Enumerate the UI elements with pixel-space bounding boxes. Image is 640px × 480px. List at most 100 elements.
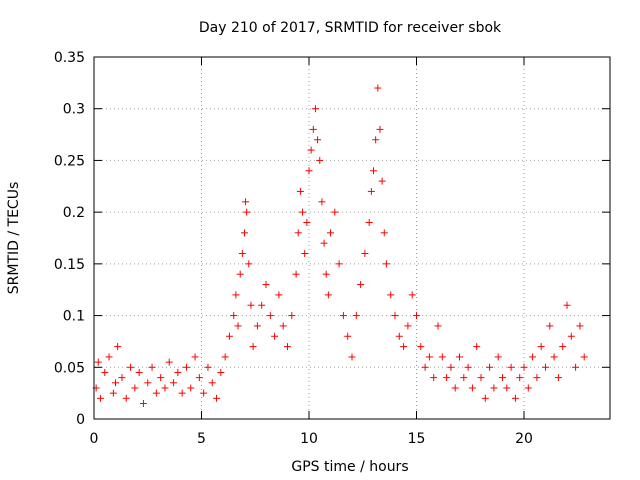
data-point bbox=[301, 250, 309, 258]
data-point bbox=[494, 353, 502, 361]
x-axis-label: GPS time / hours bbox=[291, 459, 408, 475]
data-point bbox=[542, 363, 549, 371]
x-tick-label: 5 bbox=[197, 431, 206, 447]
data-point bbox=[96, 394, 104, 402]
data-point bbox=[318, 198, 326, 206]
data-point bbox=[344, 332, 352, 340]
y-tick-label: 0.3 bbox=[63, 102, 85, 118]
data-point bbox=[182, 363, 190, 371]
data-point bbox=[271, 332, 279, 340]
data-point bbox=[567, 332, 575, 340]
data-point bbox=[307, 146, 315, 154]
data-point bbox=[554, 374, 562, 382]
data-point bbox=[322, 270, 330, 278]
data-point bbox=[516, 374, 524, 382]
data-point bbox=[546, 322, 554, 330]
data-points bbox=[92, 84, 588, 407]
data-point bbox=[408, 291, 416, 299]
data-point bbox=[456, 353, 463, 361]
data-point bbox=[507, 363, 515, 371]
data-point bbox=[195, 374, 203, 382]
data-point bbox=[170, 379, 178, 387]
data-point bbox=[105, 353, 113, 361]
data-point bbox=[157, 374, 165, 382]
data-point bbox=[221, 353, 229, 361]
data-point bbox=[127, 363, 135, 371]
data-point bbox=[178, 389, 186, 397]
data-point bbox=[94, 358, 102, 366]
data-point bbox=[258, 301, 266, 309]
data-point bbox=[303, 218, 311, 226]
data-point bbox=[299, 208, 307, 216]
data-point bbox=[144, 379, 152, 387]
data-point bbox=[131, 384, 139, 392]
data-point bbox=[230, 312, 238, 320]
data-point bbox=[374, 84, 382, 92]
data-point bbox=[331, 208, 339, 216]
data-point bbox=[236, 270, 244, 278]
data-point bbox=[348, 353, 356, 361]
data-point bbox=[279, 322, 287, 330]
data-point bbox=[460, 374, 468, 382]
axis-ticks: 0 0.05 0.1 0.15 0.2 0.25 0.3 0.35 0 5 10 15 20 bbox=[54, 50, 610, 447]
data-point bbox=[217, 368, 225, 376]
data-point bbox=[430, 374, 438, 382]
data-point bbox=[161, 384, 169, 392]
data-point bbox=[225, 332, 233, 340]
data-point bbox=[576, 322, 584, 330]
data-point bbox=[490, 384, 498, 392]
data-point bbox=[109, 389, 117, 397]
data-point bbox=[311, 105, 319, 113]
data-point bbox=[122, 394, 130, 402]
data-point bbox=[320, 239, 328, 247]
data-point bbox=[275, 291, 283, 299]
y-tick-label: 0.35 bbox=[54, 50, 85, 66]
data-point bbox=[262, 281, 270, 289]
data-point bbox=[238, 250, 246, 258]
data-point bbox=[243, 208, 251, 216]
data-point bbox=[335, 260, 343, 268]
data-point bbox=[425, 353, 433, 361]
data-point bbox=[378, 177, 386, 185]
x-tick-label: 0 bbox=[90, 431, 99, 447]
data-point bbox=[314, 136, 322, 144]
data-point bbox=[232, 291, 240, 299]
data-point bbox=[503, 384, 511, 392]
data-point bbox=[253, 322, 261, 330]
data-point bbox=[165, 358, 173, 366]
data-point bbox=[438, 353, 446, 361]
data-point bbox=[473, 343, 481, 351]
data-point bbox=[481, 394, 489, 402]
data-point bbox=[387, 291, 395, 299]
data-point bbox=[204, 363, 212, 371]
data-point bbox=[148, 363, 156, 371]
data-point bbox=[499, 374, 506, 382]
data-point bbox=[213, 394, 221, 402]
data-point bbox=[249, 343, 257, 351]
data-point bbox=[365, 218, 373, 226]
data-point bbox=[118, 374, 126, 382]
data-point bbox=[400, 343, 408, 351]
chart-title: Day 210 of 2017, SRMTID for receiver sbo… bbox=[199, 20, 502, 36]
data-point bbox=[114, 343, 122, 351]
data-point bbox=[451, 384, 459, 392]
data-point bbox=[367, 187, 375, 195]
data-point bbox=[139, 399, 147, 407]
data-point bbox=[421, 363, 429, 371]
x-tick-label: 10 bbox=[300, 431, 318, 447]
data-point bbox=[305, 167, 313, 175]
data-point bbox=[391, 312, 399, 320]
data-point bbox=[372, 136, 380, 144]
x-tick-label: 15 bbox=[408, 431, 426, 447]
plot-frame bbox=[93, 56, 611, 420]
data-point bbox=[376, 125, 384, 133]
data-point bbox=[296, 187, 304, 195]
data-point bbox=[477, 374, 485, 382]
data-point bbox=[152, 389, 160, 397]
y-tick-label: 0 bbox=[76, 412, 85, 428]
data-point bbox=[511, 394, 519, 402]
data-point bbox=[187, 384, 195, 392]
data-point bbox=[112, 379, 119, 387]
data-point bbox=[486, 363, 494, 371]
data-point bbox=[533, 374, 541, 382]
